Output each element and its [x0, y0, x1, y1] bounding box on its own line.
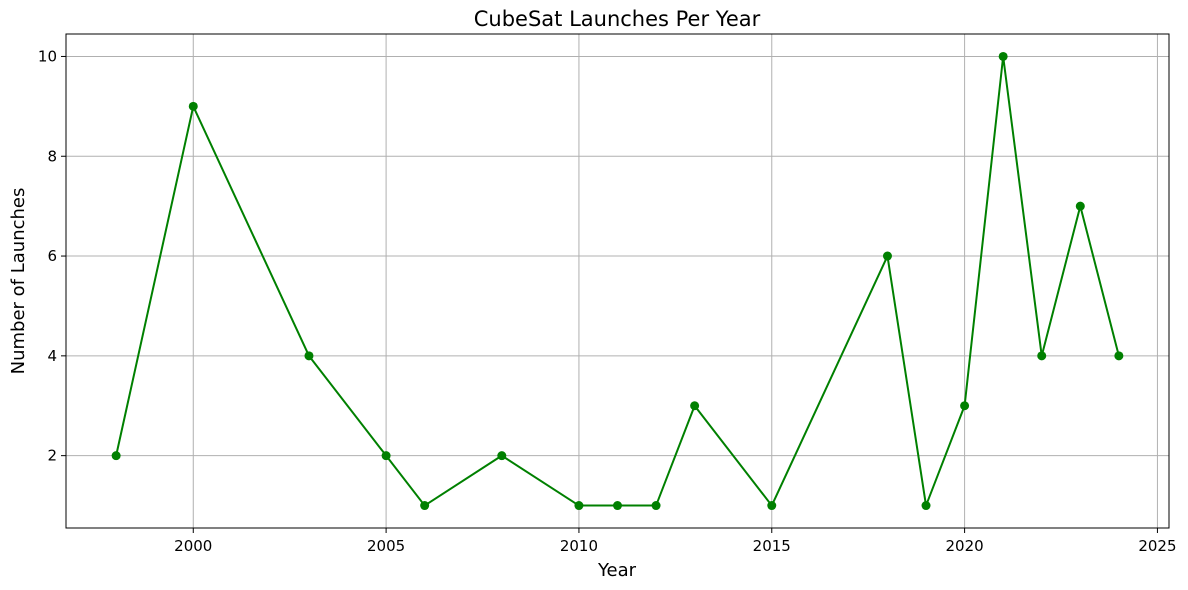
data-point-marker [497, 451, 507, 461]
grid-lines [66, 34, 1169, 528]
y-tick-label: 10 [38, 47, 57, 65]
data-point-marker [651, 501, 661, 511]
chart-title: CubeSat Launches Per Year [474, 7, 761, 31]
x-tick-label: 2010 [560, 537, 598, 555]
data-point-marker [1037, 351, 1047, 361]
x-tick-label: 2025 [1138, 537, 1176, 555]
series-lines [115, 55, 1120, 507]
y-axis-label: Number of Launches [8, 188, 29, 375]
y-tick-label: 4 [47, 347, 57, 365]
plot-frame [65, 33, 1170, 529]
y-tick-label: 6 [47, 247, 57, 265]
series-line [115, 55, 1120, 507]
x-tick-label: 2015 [753, 537, 791, 555]
data-point-marker [188, 101, 198, 111]
data-point-marker [690, 401, 700, 411]
plot-area [66, 34, 1169, 528]
y-tick-label: 8 [47, 147, 57, 165]
data-point-marker [304, 351, 314, 361]
data-point-marker [1075, 201, 1085, 211]
data-point-marker [420, 501, 430, 511]
x-axis-label: Year [597, 560, 637, 581]
y-axis-ticks: 2 4 6 8 10 [38, 47, 66, 465]
data-point-marker [921, 501, 931, 511]
data-points [111, 51, 1124, 511]
x-axis-ticks: 2000 2005 2010 2015 2020 2025 [174, 528, 1177, 555]
x-tick-label: 2005 [367, 537, 405, 555]
x-tick-label: 2020 [946, 537, 984, 555]
data-point-marker [1114, 351, 1124, 361]
data-point-marker [882, 251, 892, 261]
data-point-marker [381, 451, 391, 461]
data-point-marker [767, 501, 777, 511]
y-tick-label: 2 [47, 447, 57, 465]
x-tick-label: 2000 [174, 537, 212, 555]
data-point-marker [613, 501, 622, 511]
data-point-marker [960, 401, 970, 411]
data-point-marker [998, 51, 1008, 61]
data-point-marker [111, 451, 121, 461]
data-point-marker [574, 501, 584, 511]
